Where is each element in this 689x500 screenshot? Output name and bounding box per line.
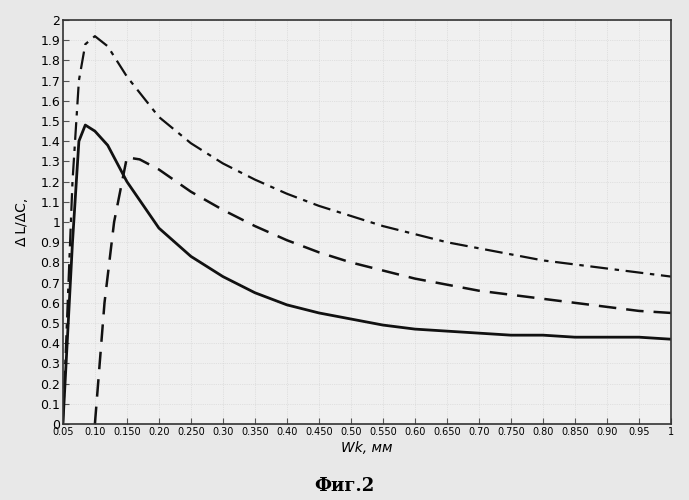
Y-axis label: Δ L/ΔC,: Δ L/ΔC, xyxy=(15,198,29,246)
X-axis label: Wk, мм: Wk, мм xyxy=(341,441,393,455)
Text: Фиг.2: Фиг.2 xyxy=(314,477,375,495)
